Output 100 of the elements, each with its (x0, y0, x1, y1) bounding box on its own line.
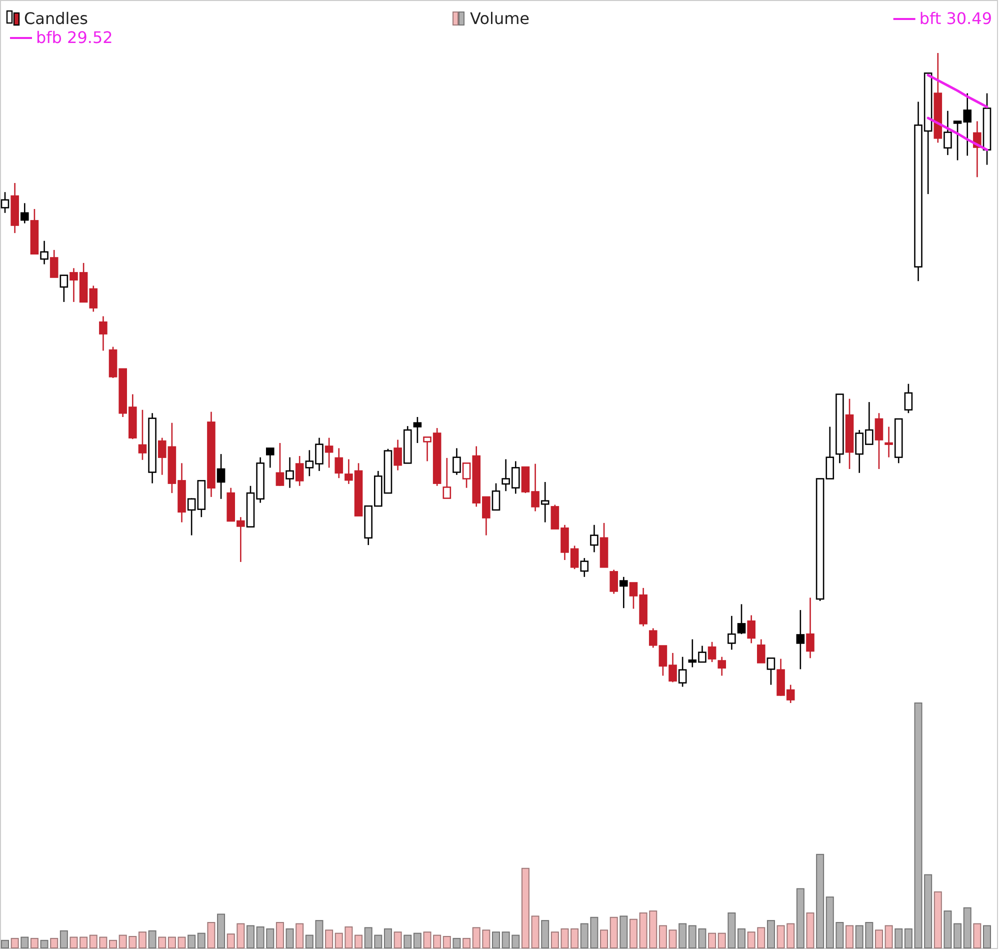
bar (442, 936, 451, 948)
bar (138, 932, 146, 948)
bar (973, 923, 982, 948)
bar (738, 928, 746, 948)
bar (50, 938, 58, 948)
bar (452, 938, 461, 948)
candlestick (728, 615, 736, 650)
legend-label: bfb 29.52 (36, 28, 113, 47)
candlestick (708, 641, 716, 663)
bar (10, 938, 19, 948)
bar (354, 934, 363, 948)
bar (678, 923, 687, 948)
bar (148, 930, 156, 948)
bar (40, 940, 48, 948)
bar (600, 930, 608, 948)
bar (276, 922, 284, 948)
candlestick (99, 316, 108, 352)
candlestick (138, 409, 147, 461)
bar (207, 922, 216, 948)
candlestick (806, 597, 814, 659)
candlestick (40, 240, 48, 265)
bar (541, 920, 550, 948)
candlestick (216, 453, 226, 500)
bar (217, 914, 226, 948)
bar (325, 930, 334, 948)
bar (963, 907, 972, 948)
bar (109, 940, 118, 948)
bar (404, 934, 412, 948)
candlestick (0, 191, 10, 214)
bar (80, 936, 88, 948)
candlestick (492, 482, 500, 511)
bar (983, 925, 991, 948)
candlestick (756, 638, 766, 664)
bar (766, 920, 775, 948)
bar (668, 930, 677, 948)
bar (846, 925, 854, 948)
bar (708, 932, 716, 948)
candlestick (580, 557, 589, 578)
bar (60, 930, 68, 948)
candlestick (60, 274, 68, 303)
candlestick (442, 457, 452, 499)
bar (413, 932, 422, 948)
candlestick (540, 481, 550, 523)
bar (944, 910, 952, 948)
bar (718, 932, 726, 948)
bar (658, 925, 667, 948)
bar (492, 932, 500, 948)
bar (894, 928, 903, 948)
candlestick (50, 249, 58, 278)
bar (158, 936, 166, 948)
bar (521, 868, 530, 948)
bar (728, 912, 736, 948)
bar (620, 916, 628, 948)
candlestick (620, 576, 628, 609)
legend-label: Candles (24, 9, 88, 28)
bar (1, 940, 9, 948)
bar (806, 912, 814, 948)
bar (462, 938, 471, 948)
legend-label: Volume (470, 9, 530, 28)
candlestick (904, 383, 913, 414)
candlestick (766, 658, 776, 686)
legend-label: bft 30.49 (919, 9, 992, 28)
candlestick (286, 456, 294, 488)
bar (934, 891, 942, 948)
bar (384, 928, 392, 948)
candlestick (944, 110, 952, 156)
candlestick (678, 656, 687, 688)
candlestick (20, 202, 29, 224)
bar (168, 936, 176, 948)
candlestick (334, 448, 344, 479)
bar (188, 934, 196, 948)
bar (954, 923, 962, 948)
bar (904, 928, 912, 948)
candlestick (610, 569, 618, 594)
bar (197, 932, 206, 948)
bar (570, 928, 579, 948)
candlestick (266, 448, 274, 468)
bar (816, 854, 824, 948)
candlestick (413, 416, 422, 444)
bar (394, 932, 402, 948)
candlestick (718, 656, 726, 676)
candlestick (884, 426, 893, 458)
bar (30, 938, 38, 948)
candlestick (324, 437, 334, 468)
bar (286, 928, 294, 948)
candlestick (276, 442, 284, 487)
bar (874, 930, 883, 948)
bar (629, 918, 638, 948)
candlestick (590, 524, 598, 553)
bar (610, 916, 618, 948)
candlestick (737, 604, 746, 635)
candlestick (394, 439, 402, 471)
candlestick (874, 412, 884, 470)
bar (884, 925, 893, 948)
candlestick (295, 455, 304, 487)
bar (20, 936, 29, 948)
bar (70, 936, 78, 948)
bar (796, 888, 804, 948)
candlestick (796, 609, 805, 670)
bar (178, 936, 186, 948)
